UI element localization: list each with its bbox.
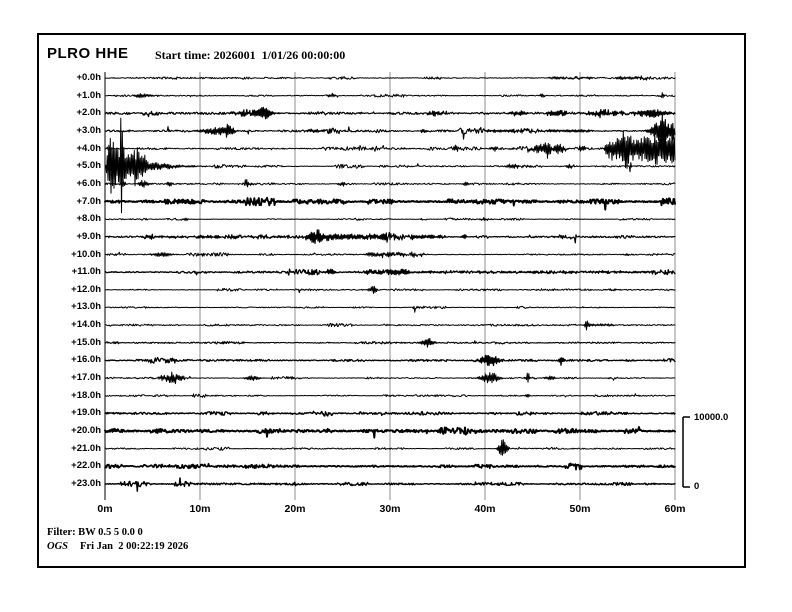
hour-label: +4.0h bbox=[76, 142, 101, 154]
x-tick-label: 30m bbox=[379, 503, 401, 515]
hour-label: +0.0h bbox=[76, 72, 101, 83]
hour-label: +14.0h bbox=[71, 319, 101, 331]
hour-label: +21.0h bbox=[71, 442, 101, 454]
hour-label: +12.0h bbox=[71, 283, 101, 295]
hour-label: +5.0h bbox=[76, 160, 101, 172]
hour-label: +18.0h bbox=[71, 389, 101, 401]
start-time-label: Start time: 2026001 1/01/26 00:00:00 bbox=[155, 48, 346, 62]
hour-label: +15.0h bbox=[71, 336, 101, 348]
x-tick-label: 40m bbox=[474, 503, 496, 515]
hour-label: +17.0h bbox=[71, 372, 101, 384]
outer-frame bbox=[37, 33, 746, 568]
footer-datetime: Fri Jan 2 00:22:19 2026 bbox=[80, 541, 189, 552]
filter-info: Filter: BW 0.5 5 0.0 0 bbox=[47, 527, 143, 538]
hour-label: +3.0h bbox=[76, 124, 101, 136]
x-tick-label: 60m bbox=[664, 503, 686, 515]
hour-label: +16.0h bbox=[71, 354, 101, 366]
hour-label: +10.0h bbox=[71, 248, 101, 260]
hour-label: +11.0h bbox=[71, 266, 101, 278]
x-tick-label: 0m bbox=[97, 503, 113, 515]
hour-label: +23.0h bbox=[71, 477, 101, 489]
x-tick-label: 50m bbox=[569, 503, 591, 515]
hour-label: +2.0h bbox=[76, 107, 101, 119]
scale-max-label: 10000.0 bbox=[694, 412, 729, 423]
hour-label: +22.0h bbox=[71, 460, 101, 472]
hour-label: +8.0h bbox=[76, 213, 101, 225]
hour-label: +1.0h bbox=[76, 89, 101, 101]
station-title: PLRO HHE bbox=[47, 45, 129, 62]
hour-label: +13.0h bbox=[71, 301, 101, 313]
hour-label: +9.0h bbox=[76, 230, 101, 242]
hour-label: +20.0h bbox=[71, 425, 101, 436]
x-tick-label: 20m bbox=[284, 503, 306, 515]
hour-label: +7.0h bbox=[76, 195, 101, 207]
scale-min-label: 0 bbox=[694, 481, 700, 492]
hour-label: +19.0h bbox=[71, 407, 101, 419]
agency-label: OGS bbox=[47, 541, 69, 552]
hour-label: +6.0h bbox=[76, 177, 101, 189]
x-tick-label: 10m bbox=[189, 503, 211, 515]
